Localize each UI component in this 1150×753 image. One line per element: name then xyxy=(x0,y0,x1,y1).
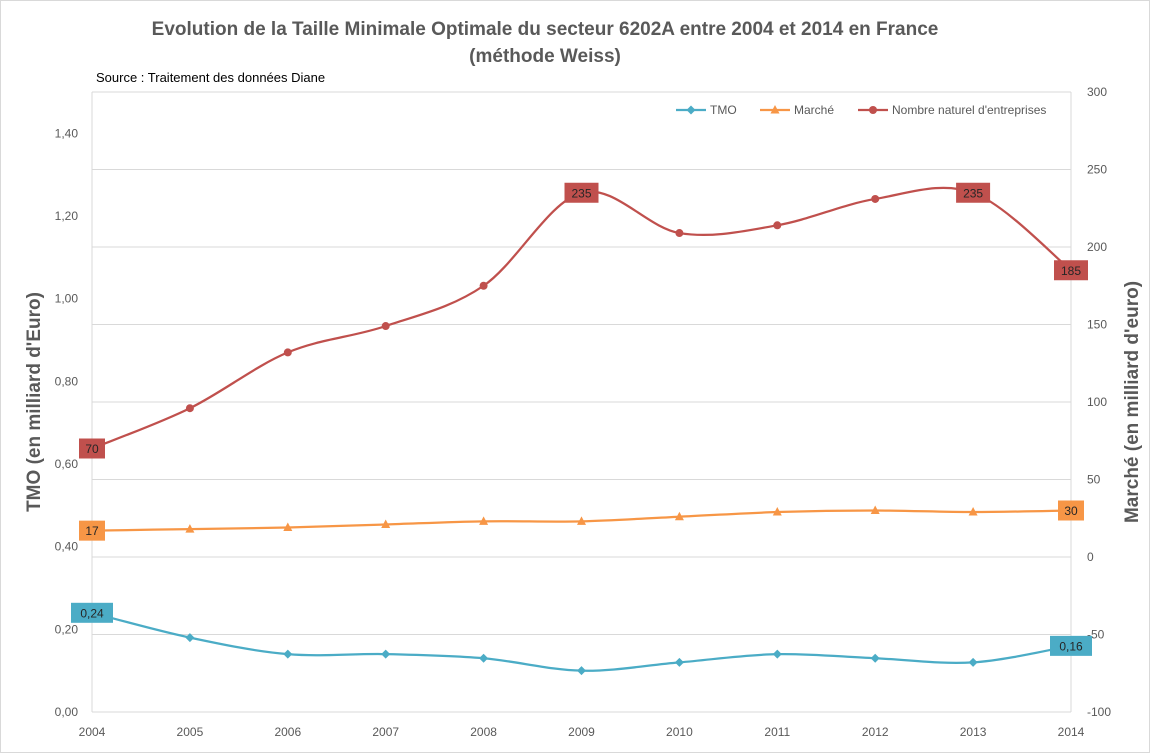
y-right-tick-label: 150 xyxy=(1087,318,1107,332)
data-point-tmo xyxy=(577,666,586,676)
data-label-box-tmo xyxy=(71,602,113,623)
data-label-tmo: 0,24 xyxy=(80,606,104,620)
x-tick-label: 2008 xyxy=(470,725,497,739)
data-point-entreprises xyxy=(479,281,488,290)
data-point-entreprises xyxy=(871,194,880,203)
data-label-entreprises: 235 xyxy=(963,186,983,200)
data-point-marche xyxy=(968,507,978,516)
data-point-tmo xyxy=(381,649,391,659)
source-note: Source : Traitement des données Diane xyxy=(96,70,326,85)
data-label-entreprises: 235 xyxy=(571,186,591,200)
legend-label-tmo: TMO xyxy=(710,103,737,117)
data-point-marche xyxy=(674,511,684,521)
data-point-tmo xyxy=(772,649,782,659)
y-right-tick-label: 300 xyxy=(1087,85,1107,99)
y-left-tick-label: 1,20 xyxy=(55,209,79,223)
x-tick-label: 2004 xyxy=(79,725,106,739)
y-left-axis-title: TMO (en milliard d'Euro) xyxy=(24,292,45,512)
y-right-tick-label: 100 xyxy=(1087,395,1107,409)
y-right-axis-title: Marché (en milliard d'euro) xyxy=(1122,281,1143,523)
chart-subtitle: (méthode Weiss) xyxy=(469,46,621,67)
x-tick-label: 2013 xyxy=(960,725,987,739)
data-point-entreprises xyxy=(283,348,292,357)
data-point-tmo xyxy=(185,633,195,643)
data-point-entreprises xyxy=(675,229,684,238)
x-tick-label: 2006 xyxy=(274,725,301,739)
data-label-box-tmo xyxy=(1050,635,1092,656)
y-right-tick-label: 50 xyxy=(1087,473,1101,487)
y-right-tick-label: 0 xyxy=(1087,550,1094,564)
data-point-entreprises xyxy=(773,221,782,230)
data-label-box-entreprises xyxy=(956,182,991,203)
legend-label-entreprises: Nombre naturel d'entreprises xyxy=(892,103,1046,117)
legend-marker-marche xyxy=(770,105,780,114)
series-line-entreprises xyxy=(91,186,1072,450)
x-tick-label: 2012 xyxy=(862,725,889,739)
data-point-tmo xyxy=(479,653,489,663)
data-label-entreprises: 185 xyxy=(1061,264,1081,278)
x-tick-label: 2009 xyxy=(568,725,595,739)
data-label-box-entreprises xyxy=(79,438,105,459)
series-line-tmo xyxy=(91,611,1072,672)
y-left-tick-label: 0,80 xyxy=(55,374,79,388)
x-tick-label: 2011 xyxy=(764,725,790,739)
y-left-tick-label: 1,40 xyxy=(55,126,79,140)
y-left-tick-label: 0,40 xyxy=(55,540,79,554)
data-point-marche xyxy=(577,516,586,525)
y-right-tick-label: 200 xyxy=(1087,240,1107,254)
data-point-marche xyxy=(283,522,293,532)
y-right-tick-label: 250 xyxy=(1087,163,1107,177)
data-label-box-marche xyxy=(79,520,105,541)
data-point-marche xyxy=(381,519,391,528)
data-point-marche xyxy=(772,507,782,516)
data-label-tmo: 0,16 xyxy=(1059,639,1083,653)
chart-title: Evolution de la Taille Minimale Optimale… xyxy=(151,19,939,40)
data-label-box-entreprises xyxy=(564,182,599,203)
data-point-entreprises xyxy=(381,322,390,331)
data-point-marche xyxy=(870,505,880,514)
data-label-marche: 17 xyxy=(85,524,99,538)
data-point-marche xyxy=(479,516,489,525)
x-tick-label: 2005 xyxy=(177,725,204,739)
data-label-box-entreprises xyxy=(1054,260,1088,281)
data-label-marche: 30 xyxy=(1064,504,1078,518)
x-tick-label: 2010 xyxy=(666,725,693,739)
legend-marker-tmo xyxy=(686,105,696,115)
x-tick-label: 2007 xyxy=(372,725,399,739)
y-left-tick-label: 0,20 xyxy=(55,622,79,636)
y-right-tick-label: -100 xyxy=(1087,705,1111,719)
x-tick-label: 2014 xyxy=(1058,725,1085,739)
data-point-tmo xyxy=(870,653,880,663)
legend-label-marche: Marché xyxy=(794,103,834,117)
data-point-marche xyxy=(185,524,195,533)
legend-marker-entreprises xyxy=(869,106,877,114)
data-label-box-marche xyxy=(1058,500,1084,521)
data-point-tmo xyxy=(968,657,978,667)
data-point-entreprises xyxy=(185,404,194,413)
data-point-tmo xyxy=(674,657,684,667)
y-left-tick-label: 0,00 xyxy=(55,705,79,719)
y-left-tick-label: 0,60 xyxy=(55,457,79,471)
data-point-tmo xyxy=(283,649,293,659)
y-left-tick-label: 1,00 xyxy=(55,292,79,306)
data-label-entreprises: 70 xyxy=(85,442,99,456)
